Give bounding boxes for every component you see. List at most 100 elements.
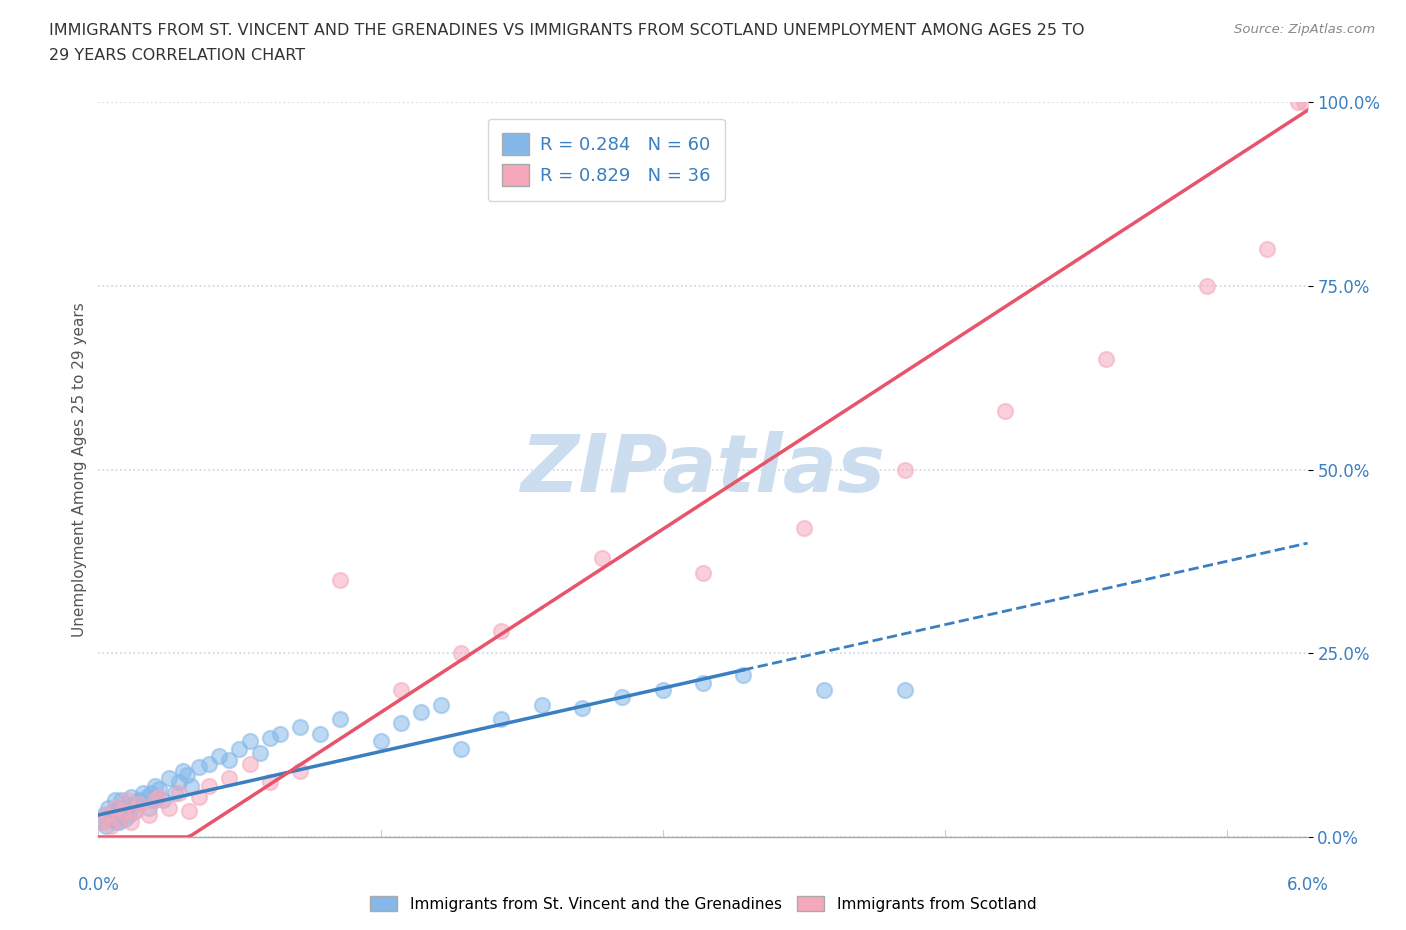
Point [179,804,201,818]
Point [114,811,136,826]
Point [1256,242,1278,257]
Point [180,778,202,793]
Point [120,815,142,830]
Point [269,726,291,741]
Point [103,792,125,807]
Point [143,792,166,807]
Point [198,778,221,793]
Point [288,764,311,778]
Point [1195,279,1218,294]
Point [1292,95,1315,110]
Point [120,790,142,804]
Point [148,790,170,804]
Point [157,771,180,786]
Point [96,818,118,833]
Legend: Immigrants from St. Vincent and the Grenadines, Immigrants from Scotland: Immigrants from St. Vincent and the Gren… [364,889,1042,918]
Point [115,792,138,807]
Point [450,741,472,756]
Point [259,730,281,745]
Point [110,792,132,807]
Point [430,698,453,712]
Point [188,760,211,775]
Text: IMMIGRANTS FROM ST. VINCENT AND THE GRENADINES VS IMMIGRANTS FROM SCOTLAND UNEMP: IMMIGRANTS FROM ST. VINCENT AND THE GREN… [49,23,1084,38]
Text: Source: ZipAtlas.com: Source: ZipAtlas.com [1234,23,1375,36]
Point [135,790,157,804]
Text: 29 YEARS CORRELATION CHART: 29 YEARS CORRELATION CHART [49,48,305,63]
Point [132,786,155,801]
Point [692,675,714,690]
Point [389,683,412,698]
Point [450,646,472,661]
Point [651,683,673,698]
Text: 0.0%: 0.0% [77,876,120,894]
Point [218,752,240,767]
Point [893,462,915,477]
Point [172,764,194,778]
Point [239,756,262,771]
Point [612,690,634,705]
Point [167,775,190,790]
Point [1286,95,1309,110]
Point [893,683,915,698]
Point [163,786,186,801]
Point [139,786,162,801]
Point [994,404,1017,418]
Point [111,804,134,818]
Point [491,624,513,639]
Point [142,792,165,807]
Point [176,767,198,782]
Point [148,782,170,797]
Point [97,800,120,815]
Point [692,565,714,580]
Point [239,734,262,749]
Text: ZIPatlas: ZIPatlas [520,431,886,509]
Point [101,804,124,818]
Point [105,807,128,822]
Point [107,815,129,830]
Point [249,745,271,760]
Point [733,668,755,683]
Point [208,749,231,764]
Point [91,815,114,830]
Legend: R = 0.284   N = 60, R = 0.829   N = 36: R = 0.284 N = 60, R = 0.829 N = 36 [488,119,725,201]
Point [309,726,332,741]
Text: 6.0%: 6.0% [1286,876,1329,894]
Point [591,551,613,565]
Point [167,786,190,801]
Point [409,705,432,720]
Point [157,800,180,815]
Point [128,792,150,807]
Point [107,800,129,815]
Point [100,811,122,826]
Point [152,792,174,807]
Point [100,818,122,833]
Point [228,741,250,756]
Point [93,807,115,822]
Point [124,804,146,818]
Point [138,807,160,822]
Point [188,790,211,804]
Point [111,804,134,818]
Point [571,701,593,716]
Point [491,712,513,727]
Point [128,796,150,811]
Point [118,807,141,822]
Point [530,698,553,712]
Point [793,521,815,536]
Point [107,811,129,826]
Point [288,720,311,735]
Point [91,815,114,830]
Point [329,712,352,727]
Point [389,716,412,731]
Point [103,800,125,815]
Point [96,807,118,822]
Point [115,800,138,815]
Point [198,756,221,771]
Point [121,796,143,811]
Point [1095,352,1118,367]
Point [370,734,392,749]
Point [218,771,240,786]
Y-axis label: Unemployment Among Ages 25 to 29 years: Unemployment Among Ages 25 to 29 years [72,302,87,637]
Point [813,683,835,698]
Point [143,778,166,793]
